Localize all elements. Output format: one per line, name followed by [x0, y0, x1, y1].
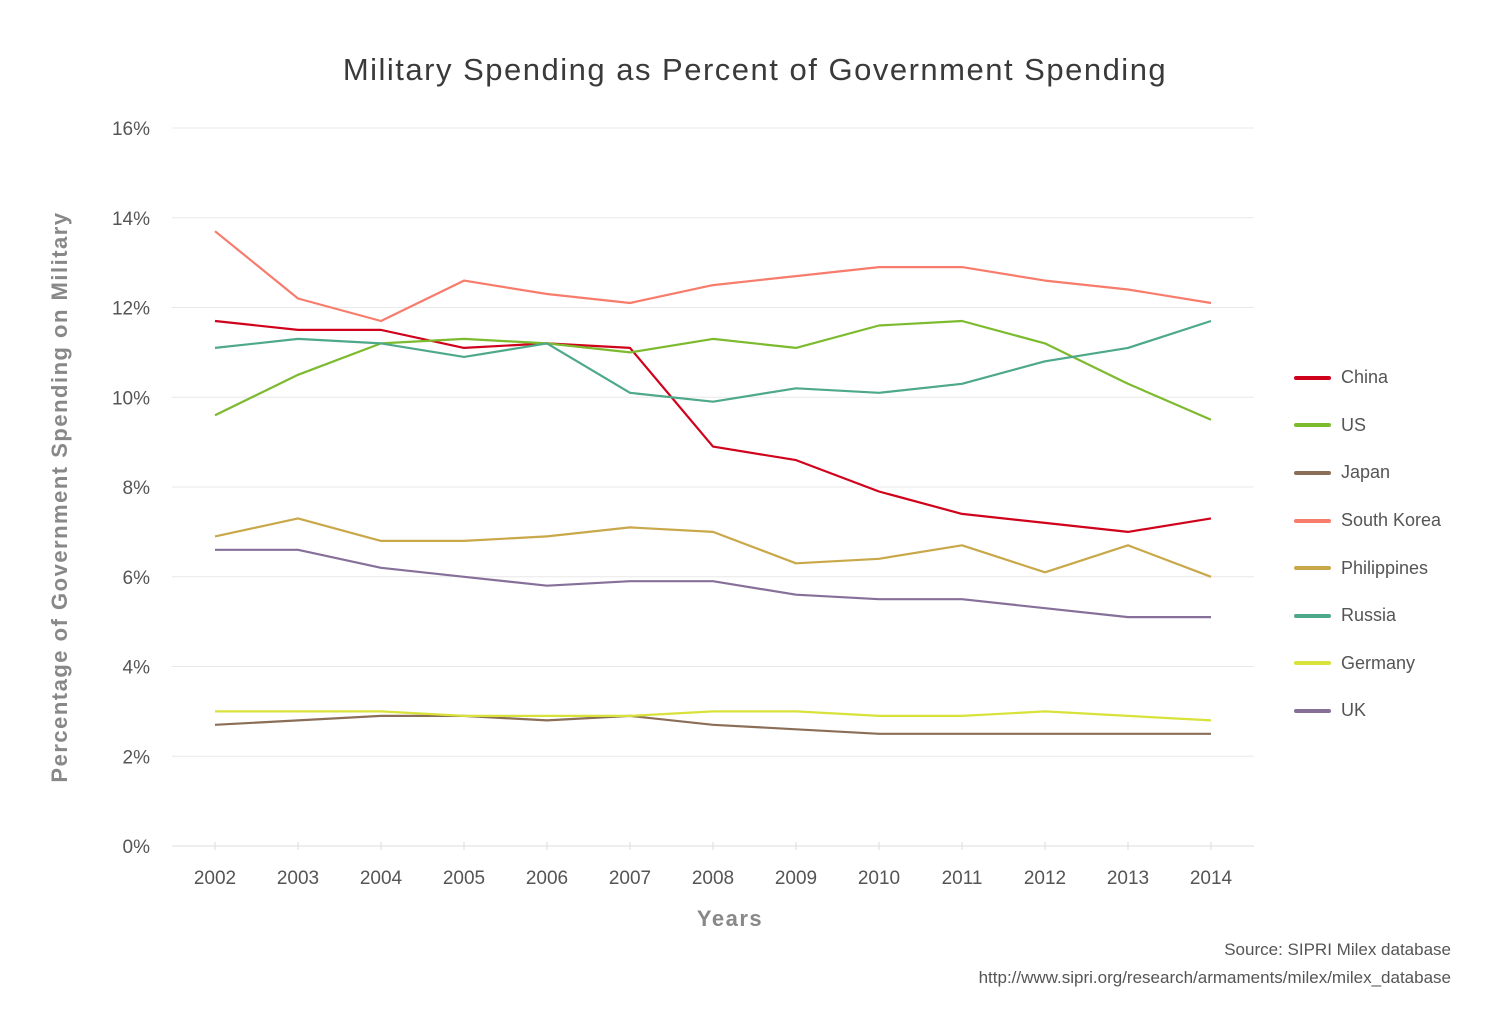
legend-label: China	[1341, 367, 1389, 388]
series-line-china	[214, 319, 1212, 534]
series-line-russia	[214, 319, 1212, 403]
legend-item-south-korea: South Korea	[1294, 497, 1441, 545]
legend-item-philippines: Philippines	[1294, 544, 1441, 592]
x-tick-label: 2008	[692, 868, 734, 889]
legend-swatch	[1294, 613, 1331, 618]
x-tick-label: 2005	[443, 868, 485, 889]
legend-swatch	[1294, 470, 1331, 475]
chart-title: Military Spending as Percent of Governme…	[342, 52, 1168, 87]
y-tick-label: 12%	[112, 299, 150, 320]
series-line-germany	[215, 710, 1212, 722]
source-label: Source: SIPRI Milex database	[1224, 940, 1451, 959]
series-line-philippines	[214, 517, 1212, 578]
y-tick-label: 16%	[112, 119, 150, 140]
gridlines	[172, 127, 1254, 847]
x-tick-label: 2004	[360, 868, 403, 889]
y-axis-ticks: 0% 2% 4% 6% 8% 10% 12% 14% 16%	[112, 119, 150, 858]
source-url: http://www.sipri.org/research/armaments/…	[978, 968, 1451, 987]
legend-item-uk: UK	[1294, 687, 1441, 735]
legend-label: UK	[1341, 700, 1367, 721]
x-tick-label: 2006	[526, 868, 568, 889]
x-axis: 2002 2003 2004 2005 2006 2007 2008 2009 2010 2011…	[194, 842, 1233, 889]
x-tick-label: 2007	[609, 868, 651, 889]
legend-swatch	[1294, 518, 1331, 523]
x-axis-label: Years	[696, 906, 764, 931]
legend-label: Russia	[1341, 605, 1397, 626]
y-tick-label: 0%	[123, 837, 151, 858]
legend-swatch	[1294, 708, 1331, 713]
x-tick-label: 2014	[1190, 868, 1233, 889]
series-line-uk	[215, 548, 1211, 619]
legend-swatch	[1294, 423, 1331, 428]
legend-swatch	[1294, 375, 1331, 380]
legend-label: South Korea	[1341, 510, 1442, 531]
x-tick-label: 2002	[194, 868, 236, 889]
legend-label: Germany	[1341, 652, 1416, 673]
x-tick-label: 2003	[277, 868, 319, 889]
legend-label: US	[1341, 414, 1367, 435]
y-tick-label: 8%	[123, 478, 151, 499]
legend: China US Japan South Korea Philippines Russia…	[1294, 354, 1441, 735]
legend-item-china: China	[1294, 354, 1441, 402]
source-note: Source: SIPRI Milex database http://www.…	[979, 936, 1451, 992]
x-tick-label: 2013	[1107, 868, 1149, 889]
x-tick-label: 2012	[1024, 868, 1066, 889]
legend-swatch	[1294, 661, 1331, 666]
series-line-us	[214, 319, 1212, 421]
series-line-south-korea	[214, 230, 1212, 323]
series-line-japan	[214, 714, 1211, 735]
y-tick-label: 6%	[123, 568, 151, 589]
series-lines	[214, 230, 1212, 735]
y-tick-label: 14%	[112, 209, 150, 230]
y-tick-label: 2%	[123, 747, 151, 768]
legend-item-japan: Japan	[1294, 449, 1441, 497]
x-tick-label: 2011	[942, 868, 983, 889]
x-tick-label: 2009	[775, 868, 817, 889]
legend-item-russia: Russia	[1294, 592, 1441, 640]
legend-label: Philippines	[1341, 557, 1429, 578]
y-tick-label: 4%	[123, 658, 151, 679]
legend-item-germany: Germany	[1294, 640, 1441, 688]
legend-item-us: US	[1294, 402, 1441, 450]
y-tick-label: 10%	[112, 388, 150, 409]
legend-swatch	[1294, 566, 1331, 571]
legend-label: Japan	[1341, 462, 1391, 483]
x-tick-label: 2010	[858, 868, 900, 889]
